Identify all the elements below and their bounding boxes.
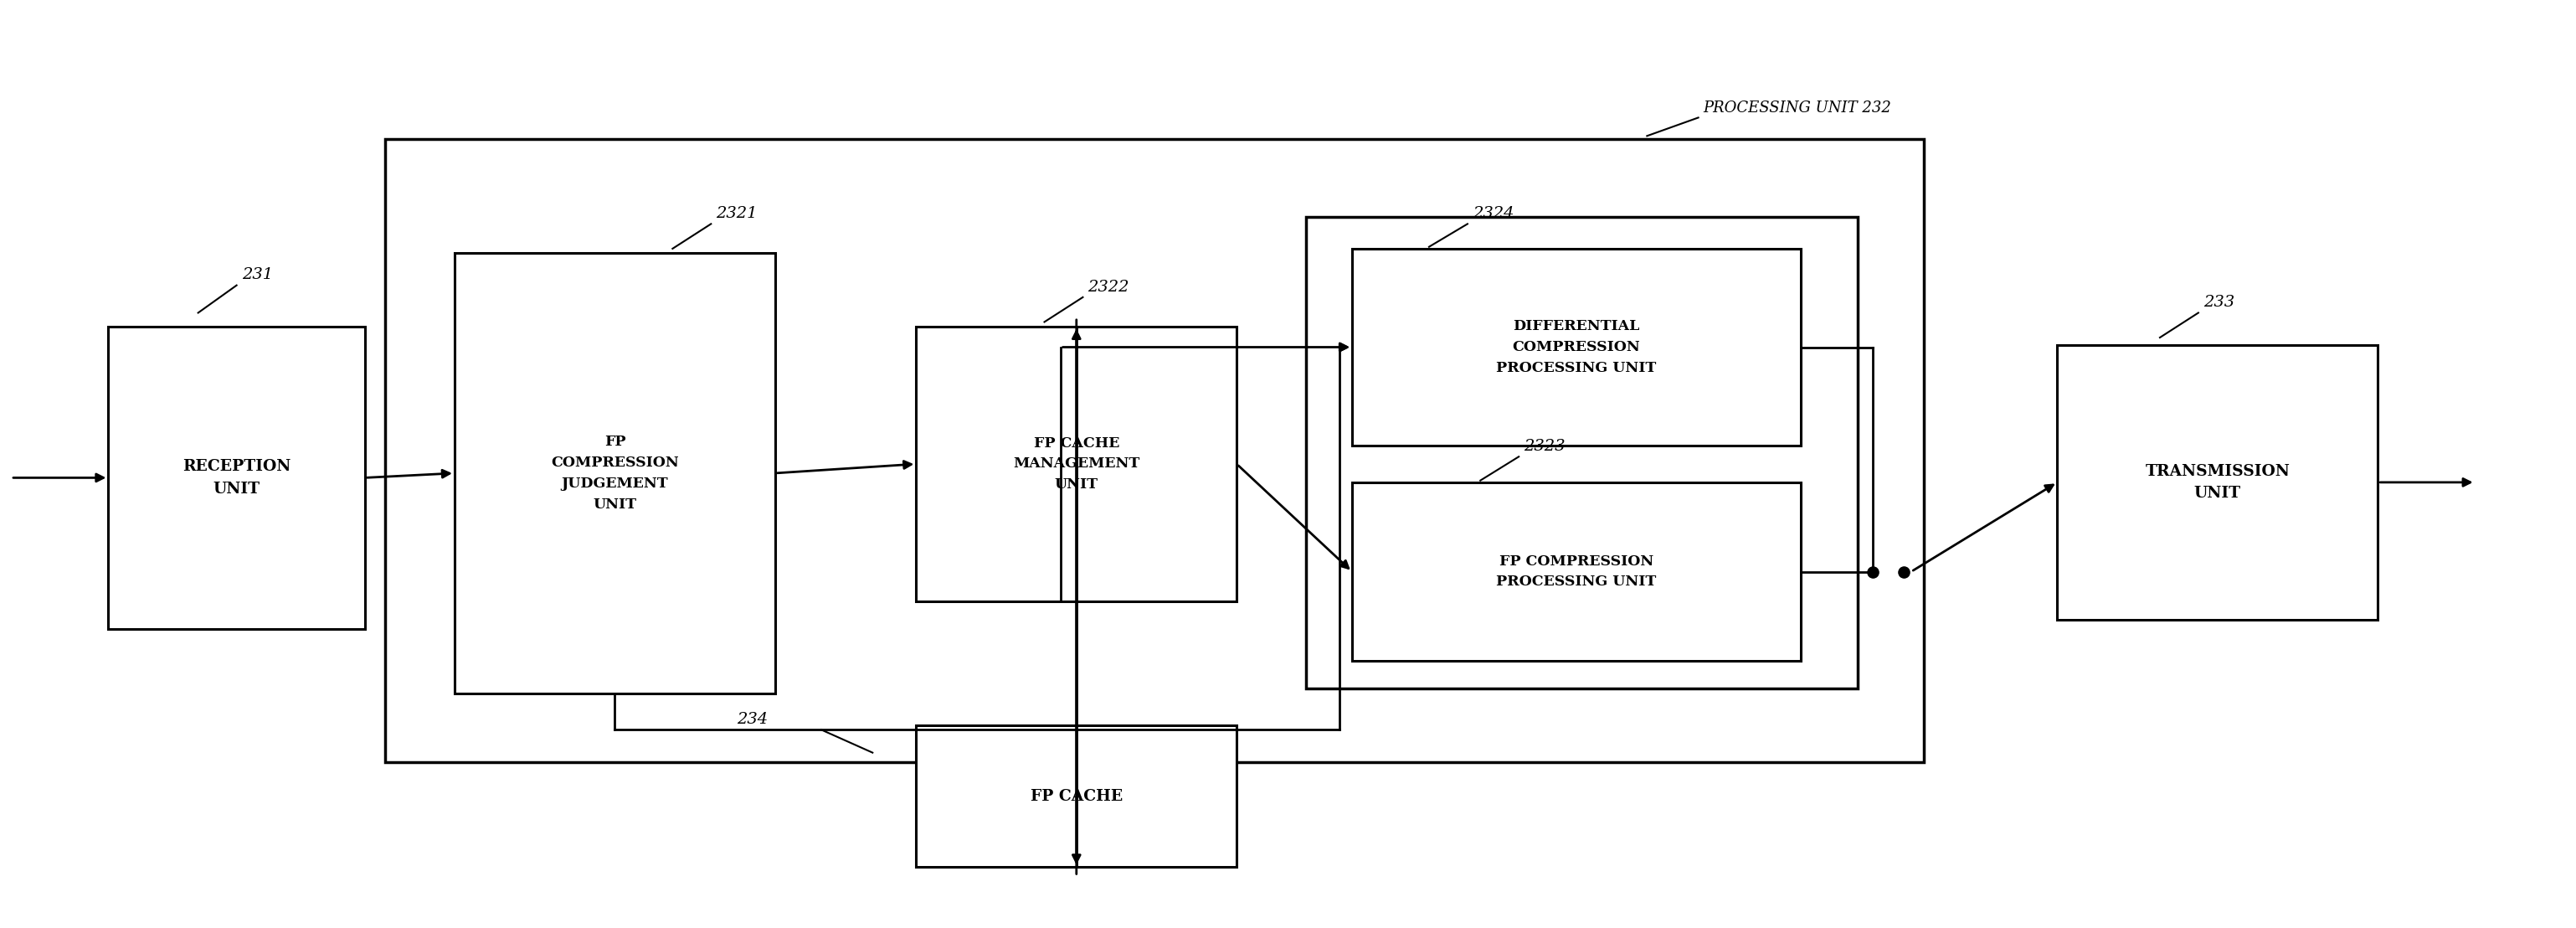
Bar xyxy=(2058,345,2378,620)
Text: 2321: 2321 xyxy=(716,206,757,221)
Bar xyxy=(386,138,1924,762)
Text: 233: 233 xyxy=(2202,295,2233,310)
Text: 2324: 2324 xyxy=(1473,206,1515,221)
Bar xyxy=(108,327,366,629)
Bar xyxy=(1306,216,1857,689)
Bar xyxy=(917,327,1236,601)
Text: FP CACHE
MANAGEMENT
UNIT: FP CACHE MANAGEMENT UNIT xyxy=(1012,436,1139,492)
Text: RECEPTION
UNIT: RECEPTION UNIT xyxy=(183,459,291,496)
Text: 2323: 2323 xyxy=(1525,439,1566,454)
Text: 2322: 2322 xyxy=(1087,279,1128,294)
Text: TRANSMISSION
UNIT: TRANSMISSION UNIT xyxy=(2146,464,2290,501)
Text: FP
COMPRESSION
JUDGEMENT
UNIT: FP COMPRESSION JUDGEMENT UNIT xyxy=(551,435,680,511)
Text: 234: 234 xyxy=(737,712,768,727)
Text: 231: 231 xyxy=(242,267,273,282)
Bar xyxy=(1352,483,1801,661)
Text: FP COMPRESSION
PROCESSING UNIT: FP COMPRESSION PROCESSING UNIT xyxy=(1497,554,1656,589)
Text: PROCESSING UNIT 232: PROCESSING UNIT 232 xyxy=(1703,101,1891,116)
Point xyxy=(1883,564,1924,579)
Point xyxy=(1852,564,1893,579)
Text: FP CACHE: FP CACHE xyxy=(1030,789,1123,804)
Bar xyxy=(917,725,1236,867)
Bar xyxy=(1352,249,1801,445)
Text: DIFFERENTIAL
COMPRESSION
PROCESSING UNIT: DIFFERENTIAL COMPRESSION PROCESSING UNIT xyxy=(1497,319,1656,375)
Bar xyxy=(453,253,775,693)
